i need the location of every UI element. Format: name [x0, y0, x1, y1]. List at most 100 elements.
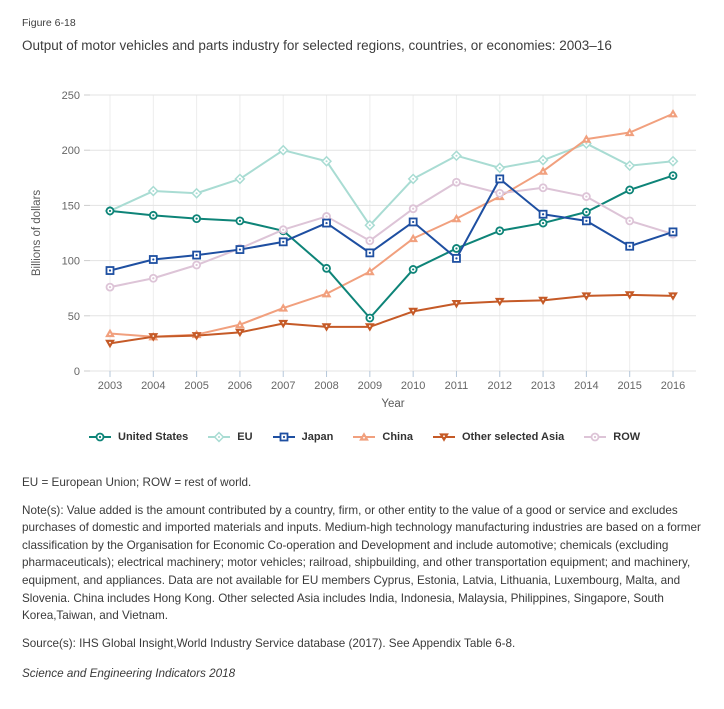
data-point-japan-2007 [278, 237, 288, 247]
data-point-eu-2007 [277, 144, 289, 156]
data-point-united-states-2014 [581, 207, 591, 217]
series-row [105, 177, 678, 292]
figure-title: Output of motor vehicles and parts indus… [22, 38, 612, 53]
series-japan [105, 174, 678, 275]
legend-marker-eu [208, 431, 231, 443]
data-point-row-2009 [365, 236, 375, 246]
line-chart: 0 50 100 150 200 250 2003 2004 2005 2006 2007 2008 2… [0, 75, 724, 415]
data-point-china-2009 [364, 266, 375, 276]
data-point-eu-2008 [321, 155, 332, 167]
legend-marker-united-states [89, 432, 111, 442]
data-point-china-2013 [538, 166, 548, 175]
data-point-other-selected-asia-2011 [451, 300, 462, 309]
y-axis-title: Billions of dollars [31, 190, 43, 277]
series-line-china [109, 112, 674, 338]
y-tick-label: 50 [68, 311, 80, 323]
data-point-row-2005 [192, 260, 202, 270]
x-tick-label: 2009 [358, 380, 382, 392]
data-point-china-2006 [235, 319, 245, 329]
data-point-japan-2013 [538, 209, 548, 219]
data-point-other-selected-asia-2010 [408, 307, 419, 317]
data-point-other-selected-asia-2013 [538, 296, 548, 306]
data-point-other-selected-asia-2015 [624, 291, 635, 300]
data-point-japan-2016 [668, 227, 678, 237]
data-point-eu-2011 [451, 150, 462, 162]
data-point-japan-2009 [365, 248, 375, 258]
legend-label-japan: Japan [301, 431, 334, 443]
data-point-other-selected-asia-2009 [364, 323, 375, 332]
y-tick-label: 0 [74, 366, 80, 378]
x-tick-label: 2016 [661, 380, 685, 392]
data-point-china-2003 [105, 328, 115, 338]
data-point-united-states-2004 [148, 210, 158, 220]
data-point-japan-2005 [192, 250, 202, 260]
data-point-eu-2015 [624, 160, 636, 172]
data-point-japan-2003 [105, 266, 115, 275]
data-point-japan-2006 [235, 245, 245, 254]
data-point-china-2016 [668, 108, 678, 118]
data-point-china-2014 [581, 134, 592, 143]
series-line-other-selected-asia [109, 293, 674, 345]
legend-marker-china [353, 432, 376, 441]
data-point-other-selected-asia-2016 [668, 292, 678, 301]
data-point-other-selected-asia-2012 [494, 297, 505, 307]
data-point-china-2010 [408, 233, 419, 243]
footnotes: EU = European Union; ROW = rest of world… [22, 474, 714, 693]
x-tick-label: 2008 [314, 380, 338, 392]
x-tick-label: 2007 [271, 380, 295, 392]
data-point-other-selected-asia-2004 [148, 333, 159, 342]
y-tick-label: 100 [62, 256, 80, 268]
data-point-united-states-2011 [452, 244, 461, 253]
data-point-eu-2009 [364, 219, 376, 231]
x-tick-label: 2013 [531, 380, 555, 392]
data-point-china-2008 [321, 288, 332, 298]
data-point-united-states-2013 [538, 218, 548, 228]
data-point-eu-2006 [234, 173, 246, 185]
x-tick-label: 2005 [184, 380, 208, 392]
data-point-eu-2012 [494, 162, 506, 174]
data-point-row-2003 [105, 282, 115, 292]
data-point-united-states-2008 [322, 263, 331, 273]
x-tick-label: 2015 [617, 380, 641, 392]
data-point-japan-2012 [495, 174, 505, 184]
horizontal-gridlines [84, 94, 696, 372]
chart-legend: United States EU Japan China Other selected … [88, 428, 708, 446]
legend-item-row: ROW [583, 431, 640, 443]
legend-label-eu: EU [237, 431, 253, 443]
data-point-china-2015 [624, 127, 635, 137]
data-point-other-selected-asia-2005 [191, 332, 202, 341]
data-point-eu-2013 [537, 154, 549, 166]
x-axis: 2003 2004 2005 2006 2007 2008 2009 2010 2011 2012… [98, 371, 685, 392]
y-axis-labels: 0 50 100 150 200 250 [62, 90, 80, 378]
sources-text: Source(s): IHS Global Insight,World Indu… [22, 636, 516, 650]
data-point-row-2012 [495, 188, 505, 198]
series-united-states [105, 171, 678, 323]
data-point-united-states-2003 [105, 206, 115, 216]
data-point-row-2010 [408, 204, 418, 214]
data-point-eu-2010 [407, 173, 419, 185]
legend-item-other-selected-asia: Other selected Asia [432, 431, 564, 443]
data-point-united-states-2016 [668, 171, 678, 180]
data-point-row-2007 [278, 225, 288, 235]
data-point-japan-2004 [148, 255, 158, 264]
series-line-row [109, 181, 674, 289]
data-point-united-states-2006 [235, 216, 245, 226]
data-point-row-2011 [452, 177, 461, 187]
data-point-row-2013 [538, 183, 548, 193]
legend-marker-japan [272, 432, 295, 442]
data-point-row-2015 [625, 216, 635, 226]
data-point-united-states-2010 [408, 265, 418, 274]
data-point-eu-2005 [191, 187, 203, 199]
series-line-japan [109, 177, 674, 272]
data-point-row-2004 [148, 273, 158, 283]
abbreviation-note: EU = European Union; ROW = rest of world… [22, 476, 252, 489]
data-point-other-selected-asia-2006 [235, 328, 245, 338]
data-point-united-states-2009 [365, 313, 375, 323]
publication-name: Science and Engineering Indicators 2018 [22, 667, 236, 681]
data-point-united-states-2005 [192, 214, 202, 224]
data-point-eu-2016 [667, 155, 679, 167]
data-point-other-selected-asia-2003 [105, 339, 115, 349]
data-point-eu-2004 [147, 185, 159, 197]
legend-label-row: ROW [613, 431, 641, 443]
data-point-japan-2008 [322, 218, 331, 228]
